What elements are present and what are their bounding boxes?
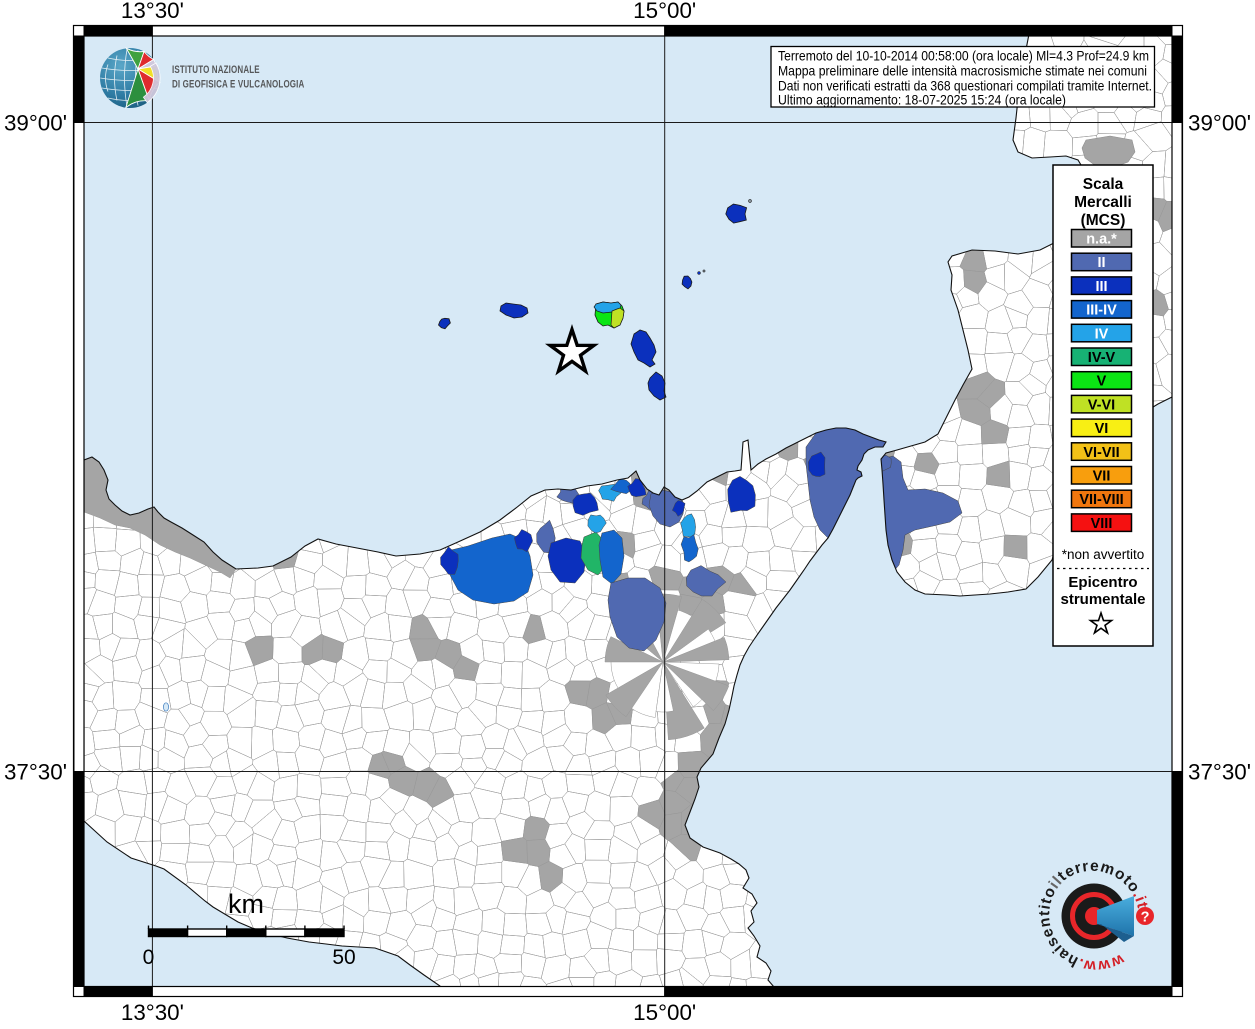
svg-text:37°30': 37°30': [4, 760, 67, 785]
svg-text:VII: VII: [1093, 469, 1111, 485]
svg-text:DI GEOFISICA E VULCANOLOGIA: DI GEOFISICA E VULCANOLOGIA: [172, 78, 304, 91]
svg-text:V: V: [1097, 374, 1107, 390]
svg-text:50: 50: [332, 946, 355, 969]
svg-text:VIII: VIII: [1091, 516, 1113, 532]
svg-text:III-IV: III-IV: [1086, 303, 1117, 319]
svg-text:II: II: [1097, 255, 1105, 271]
svg-text:Mercalli: Mercalli: [1074, 194, 1132, 211]
svg-text:13°30': 13°30': [121, 1000, 184, 1024]
svg-text:Dati non verificati estratti d: Dati non verificati estratti da 368 ques…: [778, 79, 1152, 94]
svg-text:Epicentro: Epicentro: [1068, 574, 1137, 591]
svg-text:VI: VI: [1095, 421, 1109, 437]
svg-text:0: 0: [143, 946, 155, 969]
svg-text:37°30': 37°30': [1188, 760, 1251, 785]
svg-text:IV: IV: [1095, 326, 1109, 342]
svg-text:VII-VIII: VII-VIII: [1079, 492, 1123, 508]
svg-text:strumentale: strumentale: [1060, 591, 1145, 608]
svg-text:*non avvertito: *non avvertito: [1062, 547, 1145, 562]
svg-text:?: ?: [1141, 910, 1150, 926]
svg-text:(MCS): (MCS): [1081, 212, 1126, 229]
svg-text:Scala: Scala: [1083, 176, 1124, 193]
svg-text:Ultimo aggiornamento: 18-07-20: Ultimo aggiornamento: 18-07-2025 15:24 (…: [778, 93, 1066, 108]
svg-text:III: III: [1095, 279, 1107, 295]
svg-text:Mappa preliminare delle intens: Mappa preliminare delle intensità macros…: [778, 64, 1147, 79]
svg-text:n.a.*: n.a.*: [1086, 232, 1117, 248]
svg-text:15°00': 15°00': [633, 1000, 696, 1024]
svg-text:ISTITUTO NAZIONALE: ISTITUTO NAZIONALE: [172, 64, 260, 77]
svg-text:VI-VII: VI-VII: [1083, 445, 1119, 461]
svg-text:km: km: [228, 889, 264, 919]
svg-text:IV-V: IV-V: [1088, 350, 1116, 366]
svg-text:V-VI: V-VI: [1088, 397, 1115, 413]
svg-text:15°00': 15°00': [633, 0, 696, 23]
svg-text:Terremoto del 10-10-2014 00:58: Terremoto del 10-10-2014 00:58:00 (ora l…: [778, 49, 1149, 64]
svg-text:13°30': 13°30': [121, 0, 184, 23]
svg-text:39°00': 39°00': [1188, 111, 1251, 136]
svg-text:39°00': 39°00': [4, 111, 67, 136]
